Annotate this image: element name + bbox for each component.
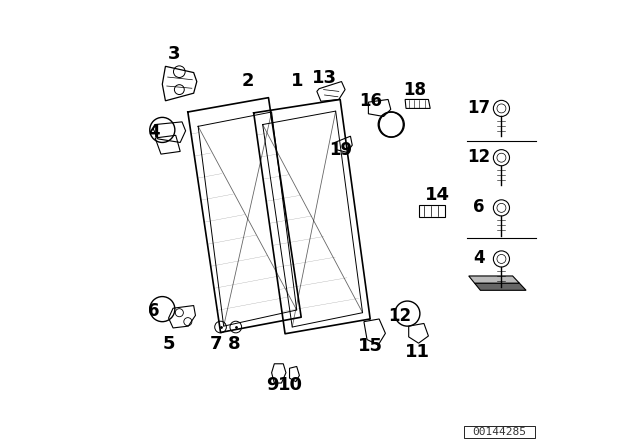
- Text: 3: 3: [168, 45, 180, 63]
- Text: 8: 8: [228, 335, 240, 353]
- Text: 5: 5: [163, 335, 175, 353]
- Text: 16: 16: [360, 92, 383, 110]
- Text: 15: 15: [358, 337, 383, 355]
- Text: 00144285: 00144285: [473, 427, 527, 437]
- Text: 19: 19: [329, 141, 352, 159]
- Text: 2: 2: [242, 72, 255, 90]
- Text: 9: 9: [266, 376, 278, 394]
- Text: 17: 17: [467, 99, 491, 116]
- Text: 4: 4: [473, 249, 485, 267]
- Text: 13: 13: [312, 69, 337, 87]
- Polygon shape: [475, 283, 526, 290]
- Text: 10: 10: [278, 376, 303, 394]
- Text: 1: 1: [291, 72, 303, 90]
- Text: 12: 12: [388, 307, 412, 325]
- Text: 6: 6: [148, 302, 160, 320]
- Text: 18: 18: [403, 81, 426, 99]
- Text: 11: 11: [405, 343, 430, 361]
- Text: 4: 4: [148, 123, 160, 141]
- Text: 12: 12: [467, 148, 491, 166]
- Text: 14: 14: [425, 186, 450, 204]
- Text: 6: 6: [474, 198, 484, 216]
- Polygon shape: [468, 276, 520, 283]
- Bar: [464, 426, 535, 438]
- Text: 7: 7: [210, 335, 222, 353]
